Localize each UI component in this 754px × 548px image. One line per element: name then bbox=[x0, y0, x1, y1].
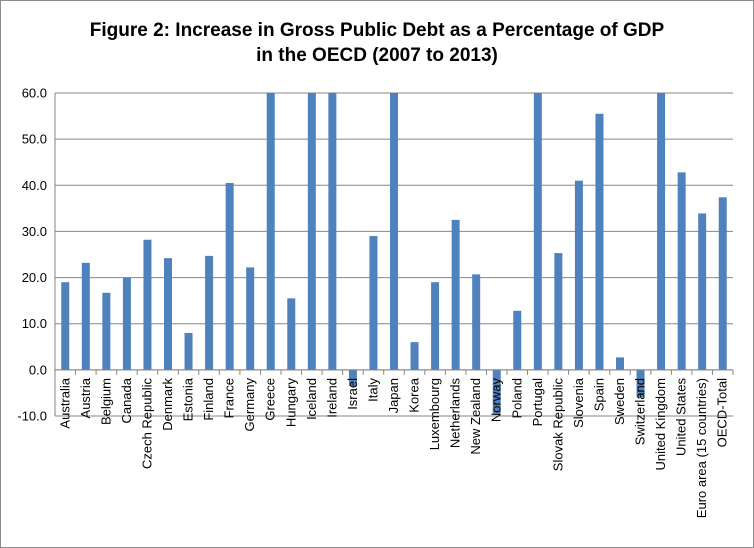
x-category-label: Czech Republic bbox=[139, 378, 154, 470]
bar bbox=[122, 277, 131, 370]
x-category-label: Belgium bbox=[98, 378, 113, 425]
bar bbox=[554, 253, 563, 370]
x-category-label: Luxembourg bbox=[427, 378, 442, 450]
bar bbox=[164, 258, 172, 370]
x-category-label: Sweden bbox=[612, 378, 627, 425]
x-category-label: Japan bbox=[386, 378, 401, 413]
x-category-label: Germany bbox=[242, 378, 257, 432]
x-category-label: Italy bbox=[365, 378, 380, 402]
bar bbox=[431, 282, 440, 370]
x-category-label: Slovak Republic bbox=[550, 378, 565, 472]
bar bbox=[143, 239, 152, 370]
x-category-label: Ireland bbox=[324, 378, 339, 418]
bar bbox=[81, 262, 90, 370]
x-category-label: Greece bbox=[263, 378, 278, 421]
x-category-label: Canada bbox=[119, 377, 134, 423]
bar bbox=[205, 255, 214, 370]
x-category-label: Poland bbox=[509, 378, 524, 418]
y-tick-label: 50.0 bbox=[22, 132, 47, 147]
y-tick-label: 40.0 bbox=[22, 178, 47, 193]
y-tick-label: 0.0 bbox=[29, 362, 47, 377]
bar bbox=[287, 298, 296, 370]
bar bbox=[492, 369, 501, 414]
y-tick-label: 60.0 bbox=[22, 86, 47, 101]
chart-title-line-1: Figure 2: Increase in Gross Public Debt … bbox=[89, 20, 665, 41]
x-category-label: New Zealand bbox=[468, 378, 483, 455]
x-category-label: Spain bbox=[591, 378, 606, 411]
bar bbox=[574, 180, 583, 370]
bar bbox=[328, 93, 337, 370]
bar bbox=[102, 292, 111, 370]
x-category-label: Austria bbox=[78, 377, 93, 418]
x-category-label: Iceland bbox=[304, 378, 319, 420]
bar bbox=[677, 172, 686, 370]
x-category-label: Norway bbox=[489, 378, 504, 423]
y-tick-label: 30.0 bbox=[22, 224, 47, 239]
bar bbox=[595, 113, 604, 370]
y-tick-label: -10.0 bbox=[17, 409, 47, 424]
bar bbox=[410, 342, 419, 370]
bar bbox=[513, 310, 522, 370]
bar bbox=[616, 357, 624, 370]
bar bbox=[184, 332, 193, 370]
x-category-label: Slovenia bbox=[571, 377, 586, 428]
x-category-label: United States bbox=[674, 378, 689, 457]
x-category-label: Estonia bbox=[181, 377, 196, 421]
x-category-label: France bbox=[222, 378, 237, 418]
bar bbox=[348, 369, 357, 387]
x-category-label: Netherlands bbox=[448, 378, 463, 449]
x-category-label: Korea bbox=[407, 377, 422, 412]
x-category-label: Australia bbox=[57, 377, 72, 428]
x-category-label: United Kingdom bbox=[653, 378, 668, 471]
bar bbox=[246, 267, 255, 370]
x-category-label: Denmark bbox=[160, 378, 175, 431]
y-tick-label: 10.0 bbox=[22, 316, 47, 331]
x-category-label: OECD-Total bbox=[715, 378, 730, 447]
bar bbox=[698, 213, 707, 370]
chart-title-line-2: in the OECD (2007 to 2013) bbox=[256, 45, 498, 66]
x-category-label: Portugal bbox=[530, 378, 545, 427]
x-category-label: Euro area (15 countries) bbox=[694, 378, 709, 518]
bar bbox=[636, 369, 645, 398]
x-category-label: Finland bbox=[201, 378, 216, 421]
bar bbox=[718, 197, 727, 370]
bar bbox=[533, 93, 542, 370]
bar bbox=[390, 93, 398, 370]
bar bbox=[61, 282, 70, 370]
bar bbox=[451, 219, 460, 370]
bar bbox=[225, 182, 234, 370]
x-category-label: Hungary bbox=[283, 378, 298, 428]
bar bbox=[266, 93, 275, 370]
bar bbox=[657, 93, 666, 370]
chart-title: Figure 2: Increase in Gross Public Debt … bbox=[0, 18, 754, 68]
x-category-label: Switzerland bbox=[633, 378, 648, 445]
x-category-label: Israel bbox=[345, 378, 360, 410]
y-tick-label: 20.0 bbox=[22, 270, 47, 285]
bar bbox=[307, 93, 316, 370]
bar bbox=[472, 274, 481, 370]
bar bbox=[369, 236, 378, 370]
